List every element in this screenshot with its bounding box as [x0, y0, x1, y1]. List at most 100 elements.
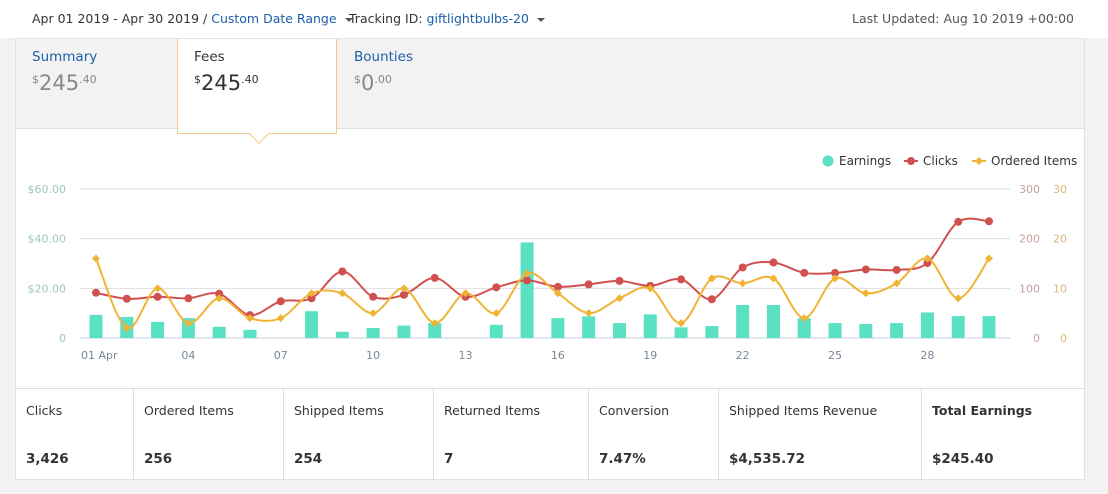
range-type[interactable]: Custom Date Range — [211, 11, 337, 26]
legend-earnings: Earnings — [839, 154, 891, 168]
x-tick-label: 16 — [551, 349, 565, 362]
stat-ordered-items: Ordered Items 256 — [134, 389, 284, 480]
items-point — [553, 289, 562, 298]
items-point — [245, 314, 254, 323]
tracking-id[interactable]: giftlightbulbs-20 — [426, 11, 529, 26]
clicks-point — [122, 294, 131, 303]
clicks-point — [985, 217, 993, 226]
caret-down-icon — [344, 17, 353, 22]
earnings-bar — [890, 323, 904, 338]
tab-summary[interactable]: Summary $245.40 — [16, 39, 176, 129]
items-point — [153, 284, 162, 293]
stat-returned-items: Returned Items 7 — [434, 389, 589, 480]
earnings-bar — [212, 326, 226, 338]
y-clicks-tick: 100 — [1019, 282, 1040, 295]
earnings-bar — [151, 321, 165, 338]
y-clicks-tick: 0 — [1033, 332, 1040, 345]
items-point — [369, 309, 378, 318]
items-point — [184, 319, 193, 328]
clicks-point — [769, 258, 778, 267]
earnings-bar — [674, 327, 688, 338]
earnings-bar — [366, 328, 380, 338]
items-point — [615, 294, 624, 303]
earnings-chart: 0 0 0 $20.00 100 10 $40.00 200 20 $60.00 300 30 01 A… — [28, 154, 1078, 362]
x-tick-label: 19 — [643, 349, 657, 362]
stat-conversion: Conversion 7.47% — [589, 389, 719, 480]
items-point — [492, 309, 501, 318]
earnings-bar — [859, 324, 873, 338]
items-point — [800, 314, 809, 323]
earnings-bar — [520, 242, 534, 338]
clicks-point — [338, 267, 347, 276]
y-items-tick: 0 — [1060, 332, 1067, 345]
clicks-point — [831, 268, 840, 277]
clicks-point — [184, 294, 193, 303]
items-point — [923, 254, 932, 263]
earnings-bar — [582, 316, 596, 338]
items-point — [738, 279, 747, 288]
x-tick-label: 01 Apr — [81, 349, 118, 362]
earnings-bar — [335, 331, 349, 338]
earnings-bar — [828, 323, 842, 338]
tracking-label: Tracking ID: — [349, 11, 423, 26]
items-point — [461, 289, 470, 298]
earnings-bar — [736, 304, 750, 338]
clicks-point — [369, 292, 378, 301]
items-point — [307, 289, 316, 298]
earnings-bar — [489, 324, 503, 338]
x-tick-label: 13 — [459, 349, 473, 362]
y-items-tick: 30 — [1053, 183, 1067, 196]
last-updated: Last Updated: Aug 10 2019 +00:00 — [852, 11, 1074, 26]
clicks-point — [307, 294, 316, 303]
items-point — [122, 324, 131, 333]
clicks-line — [95, 217, 990, 317]
clicks-point — [399, 290, 408, 299]
clicks-point — [492, 283, 501, 292]
earnings-bar — [705, 326, 719, 338]
items-point — [954, 294, 963, 303]
items-point — [831, 274, 840, 283]
clicks-point — [584, 280, 593, 289]
earnings-bar — [428, 323, 442, 338]
tab-fees[interactable]: Fees $245.40 — [177, 39, 337, 134]
caret-down-icon — [536, 17, 545, 22]
earnings-bar — [243, 329, 257, 338]
tab-label: Summary — [32, 49, 98, 65]
clicks-point — [923, 259, 932, 268]
items-point — [338, 289, 347, 298]
date-range-selector[interactable]: Apr 01 2019 - Apr 30 2019 / Custom Date … — [32, 11, 353, 26]
legend-clicks: Clicks — [923, 154, 958, 168]
stats-row: Clicks 3,426 Ordered Items 256 Shipped Ite… — [16, 388, 1084, 480]
y-clicks-tick: 300 — [1019, 183, 1040, 196]
filter-bar: Apr 01 2019 - Apr 30 2019 / Custom Date … — [0, 0, 1108, 38]
x-tick-label: 25 — [828, 349, 842, 362]
items-point — [892, 279, 901, 288]
earnings-bar — [920, 312, 934, 338]
items-point — [677, 319, 686, 328]
items-point — [985, 254, 993, 263]
clicks-point — [892, 265, 901, 274]
earnings-bar — [766, 304, 780, 338]
items-point — [430, 319, 439, 328]
tab-amount: $0.00 — [354, 71, 392, 95]
tracking-id-selector[interactable]: Tracking ID: giftlightbulbs-20 — [349, 11, 545, 26]
items-point — [769, 274, 778, 283]
legend-clicks-icon — [907, 157, 915, 165]
y-left-tick: $20.00 — [28, 282, 67, 295]
items-point — [523, 269, 532, 278]
clicks-point — [861, 265, 870, 274]
tab-amount: $245.40 — [194, 71, 259, 95]
tab-bounties[interactable]: Bounties $0.00 — [338, 39, 498, 129]
clicks-point — [523, 276, 532, 285]
items-point — [861, 289, 870, 298]
tab-amount: $245.40 — [32, 71, 97, 95]
earnings-bar — [551, 318, 565, 338]
stat-total-earnings: Total Earnings $245.40 — [932, 403, 1033, 467]
y-left-tick: $60.00 — [28, 183, 67, 196]
x-tick-label: 28 — [920, 349, 934, 362]
x-tick-label: 07 — [274, 349, 288, 362]
clicks-point — [615, 276, 624, 285]
x-tick-label: 22 — [736, 349, 750, 362]
tab-label: Fees — [194, 49, 225, 65]
y-clicks-tick: 200 — [1019, 233, 1040, 246]
